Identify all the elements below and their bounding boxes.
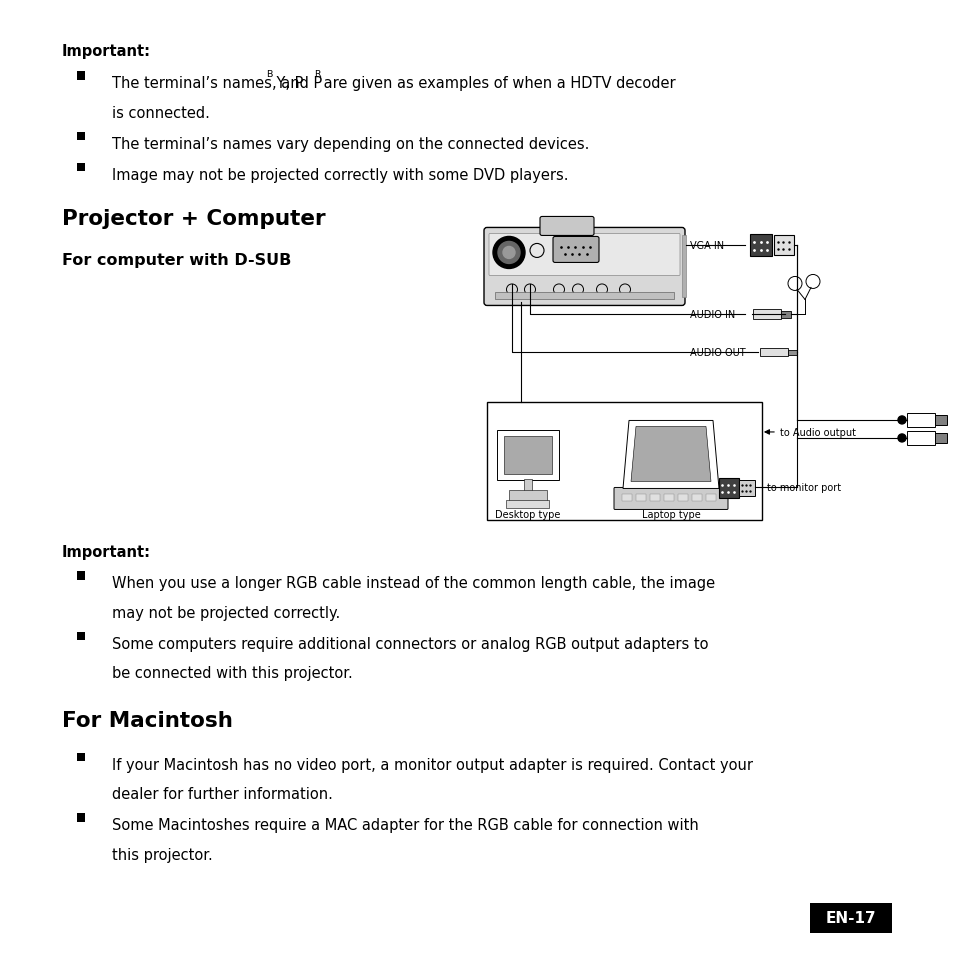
Text: B: B bbox=[266, 70, 273, 79]
Bar bbox=[523, 480, 532, 493]
Bar bbox=[649, 495, 659, 502]
Bar bbox=[787, 351, 796, 355]
Bar bbox=[691, 495, 701, 502]
FancyBboxPatch shape bbox=[489, 234, 679, 276]
Bar bbox=[76, 813, 85, 821]
Bar bbox=[773, 236, 793, 256]
Bar bbox=[509, 491, 546, 503]
Text: For Macintosh: For Macintosh bbox=[62, 710, 233, 730]
Text: R: R bbox=[314, 70, 321, 79]
Bar bbox=[681, 236, 685, 298]
Bar bbox=[781, 312, 790, 318]
Bar bbox=[749, 235, 771, 257]
Bar bbox=[76, 632, 85, 640]
Bar bbox=[505, 501, 548, 509]
Text: AUDIO IN: AUDIO IN bbox=[689, 310, 735, 320]
Text: this projector.: this projector. bbox=[112, 847, 213, 862]
Text: dealer for further information.: dealer for further information. bbox=[112, 786, 333, 801]
FancyBboxPatch shape bbox=[539, 217, 594, 236]
Text: The terminal’s names vary depending on the connected devices.: The terminal’s names vary depending on t… bbox=[112, 137, 589, 152]
Bar bbox=[76, 72, 85, 81]
Text: If your Macintosh has no video port, a monitor output adapter is required. Conta: If your Macintosh has no video port, a m… bbox=[112, 757, 752, 772]
Text: Important:: Important: bbox=[62, 545, 151, 559]
Text: Image may not be projected correctly with some DVD players.: Image may not be projected correctly wit… bbox=[112, 168, 568, 183]
Bar bbox=[719, 479, 739, 499]
Text: Important:: Important: bbox=[62, 44, 151, 59]
Text: , and P: , and P bbox=[272, 76, 321, 91]
Text: be connected with this projector.: be connected with this projector. bbox=[112, 666, 353, 680]
Bar bbox=[906, 414, 934, 428]
Text: to monitor port: to monitor port bbox=[766, 483, 841, 493]
Text: Laptop type: Laptop type bbox=[641, 510, 700, 520]
Circle shape bbox=[897, 435, 905, 442]
Text: Desktop type: Desktop type bbox=[495, 510, 560, 520]
Bar bbox=[495, 294, 673, 300]
Text: are given as examples of when a HDTV decoder: are given as examples of when a HDTV dec… bbox=[319, 76, 676, 91]
Bar bbox=[809, 903, 891, 933]
Circle shape bbox=[897, 416, 905, 424]
Bar bbox=[76, 164, 85, 172]
Circle shape bbox=[493, 237, 524, 269]
Text: Projector + Computer: Projector + Computer bbox=[62, 209, 325, 229]
Bar bbox=[621, 495, 631, 502]
FancyBboxPatch shape bbox=[614, 488, 727, 510]
Bar bbox=[76, 132, 85, 141]
Text: Some Macintoshes require a MAC adapter for the RGB cable for connection with: Some Macintoshes require a MAC adapter f… bbox=[112, 818, 698, 833]
Text: EN-17: EN-17 bbox=[825, 910, 876, 925]
Bar bbox=[497, 431, 558, 481]
Bar bbox=[705, 495, 716, 502]
Circle shape bbox=[497, 242, 519, 264]
Bar bbox=[678, 495, 687, 502]
Bar bbox=[486, 403, 761, 521]
Bar bbox=[663, 495, 673, 502]
Bar bbox=[636, 495, 645, 502]
Text: When you use a longer RGB cable instead of the common length cable, the image: When you use a longer RGB cable instead … bbox=[112, 576, 715, 591]
Text: For computer with D-SUB: For computer with D-SUB bbox=[62, 253, 291, 268]
Bar bbox=[752, 310, 781, 320]
Text: The terminal’s names Y, P: The terminal’s names Y, P bbox=[112, 76, 303, 91]
Bar bbox=[739, 481, 754, 497]
Text: AUDIO OUT: AUDIO OUT bbox=[689, 348, 745, 358]
FancyBboxPatch shape bbox=[483, 228, 684, 306]
Text: is connected.: is connected. bbox=[112, 106, 210, 121]
Bar bbox=[934, 434, 946, 443]
Polygon shape bbox=[622, 421, 719, 489]
Polygon shape bbox=[630, 427, 710, 482]
Text: VGA IN: VGA IN bbox=[689, 241, 723, 252]
Bar bbox=[76, 753, 85, 761]
Bar bbox=[906, 432, 934, 445]
Text: may not be projected correctly.: may not be projected correctly. bbox=[112, 605, 340, 620]
Bar bbox=[760, 349, 787, 357]
Bar bbox=[76, 572, 85, 580]
Bar bbox=[503, 437, 552, 475]
Bar bbox=[934, 416, 946, 425]
Circle shape bbox=[502, 247, 515, 259]
FancyBboxPatch shape bbox=[553, 237, 598, 263]
Text: to Audio output: to Audio output bbox=[780, 428, 855, 437]
Text: Some computers require additional connectors or analog RGB output adapters to: Some computers require additional connec… bbox=[112, 637, 708, 651]
